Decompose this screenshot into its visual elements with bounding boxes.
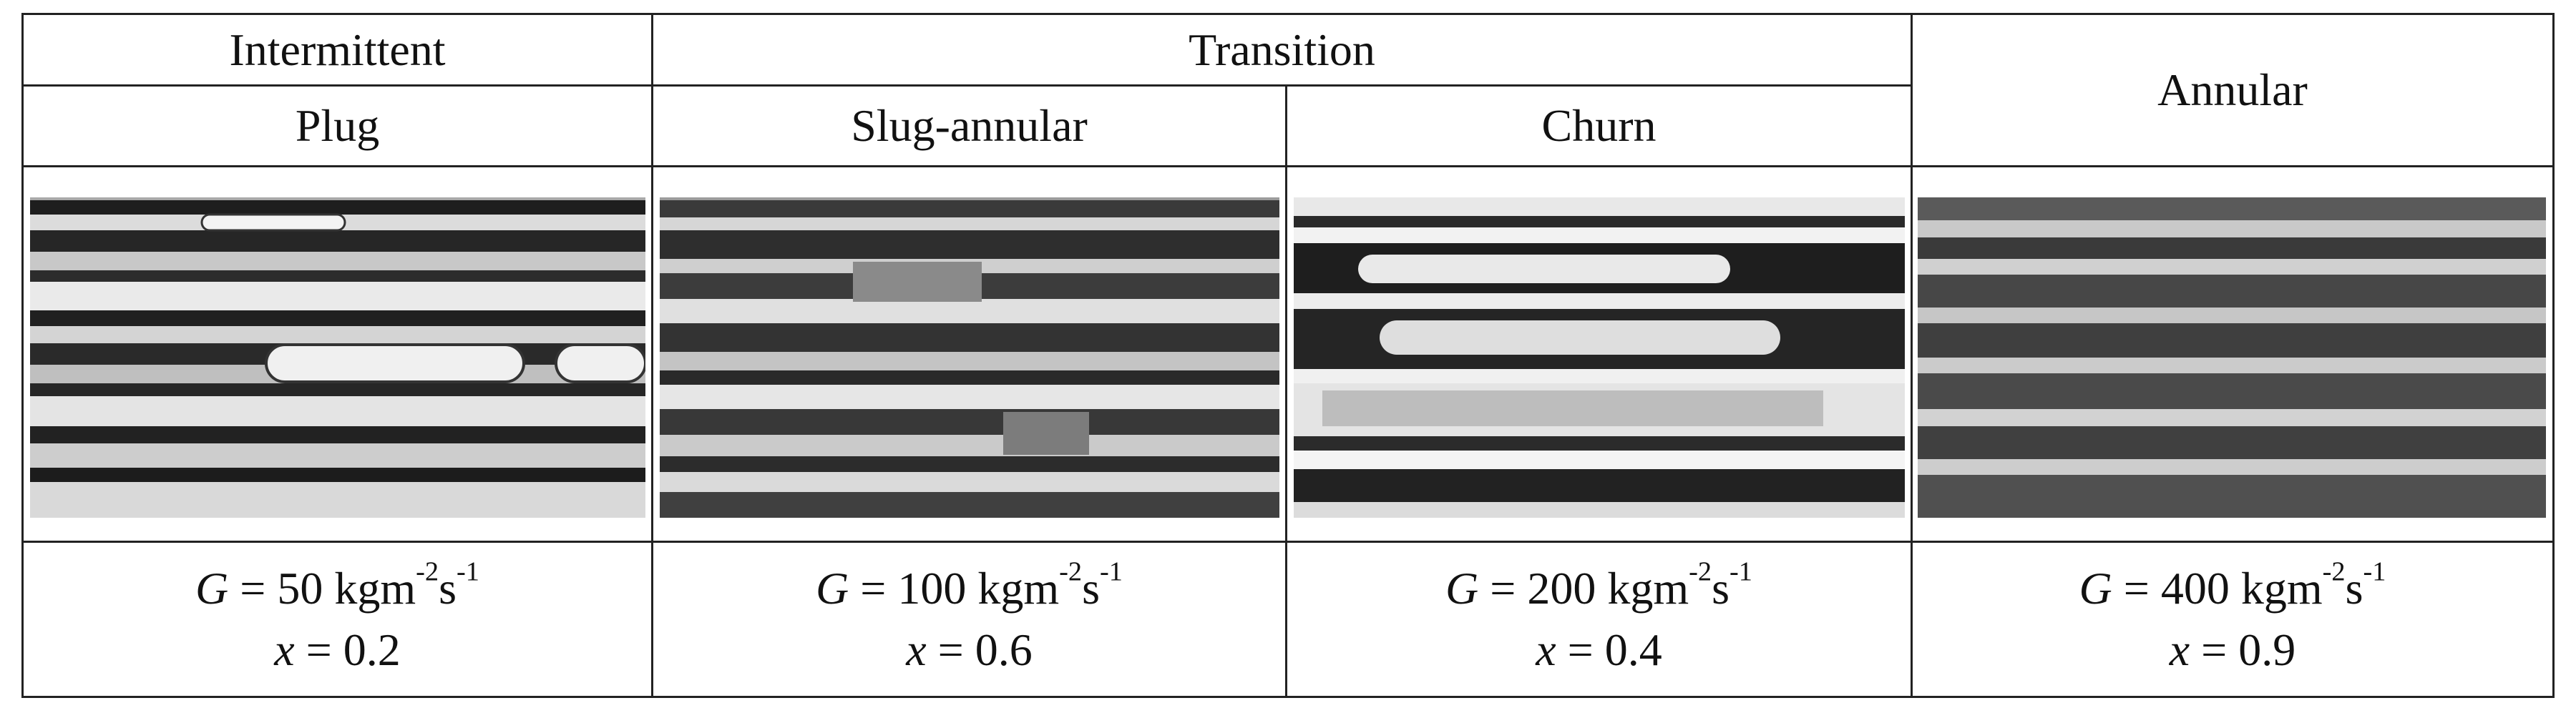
slug-annular-flow-photo: [660, 197, 1279, 518]
header-bottom-rule: [21, 165, 2555, 167]
plug-flow-photo: [30, 197, 645, 518]
column-rule-1: [651, 13, 653, 698]
mass-flux-line: G = 100 kgm-2s-1: [816, 556, 1123, 614]
group-header-annular: Annular: [2157, 64, 2308, 115]
table-top-rule: [21, 13, 2555, 15]
params-churn: G = 200 kgm-2s-1 x = 0.4: [1287, 543, 1911, 696]
vapour-quality-line: x = 0.6: [906, 624, 1033, 675]
column-rule-2: [1285, 84, 1287, 698]
vapour-quality-line: x = 0.4: [1536, 624, 1662, 675]
column-rule-3: [1911, 13, 1913, 698]
params-plug: G = 50 kgm-2s-1 x = 0.2: [24, 543, 651, 696]
group-divider-rule: [21, 84, 1911, 87]
photo-bottom-rule: [21, 541, 2555, 543]
mass-flux-line: G = 200 kgm-2s-1: [1445, 556, 1752, 614]
params-slug-annular: G = 100 kgm-2s-1 x = 0.6: [653, 543, 1285, 696]
vapour-quality-line: x = 0.9: [2169, 624, 2296, 675]
table-right-rule: [2552, 13, 2555, 698]
mass-flux-line: G = 50 kgm-2s-1: [195, 556, 479, 614]
subheader-plug: Plug: [295, 100, 380, 151]
subheader-churn: Churn: [1541, 100, 1657, 151]
churn-flow-photo: [1294, 197, 1905, 518]
params-annular: G = 400 kgm-2s-1 x = 0.9: [1913, 543, 2552, 696]
mass-flux-line: G = 400 kgm-2s-1: [2079, 556, 2386, 614]
subheader-slug-annular: Slug-annular: [851, 100, 1088, 151]
vapour-quality-line: x = 0.2: [274, 624, 401, 675]
flow-regime-table: Intermittent Transition Annular Plug Slu…: [21, 13, 2555, 698]
table-left-rule: [21, 13, 24, 698]
group-header-transition: Transition: [1189, 24, 1375, 75]
annular-flow-photo: [1918, 197, 2546, 518]
group-header-intermittent: Intermittent: [229, 24, 446, 75]
table-bottom-rule: [21, 696, 2555, 698]
